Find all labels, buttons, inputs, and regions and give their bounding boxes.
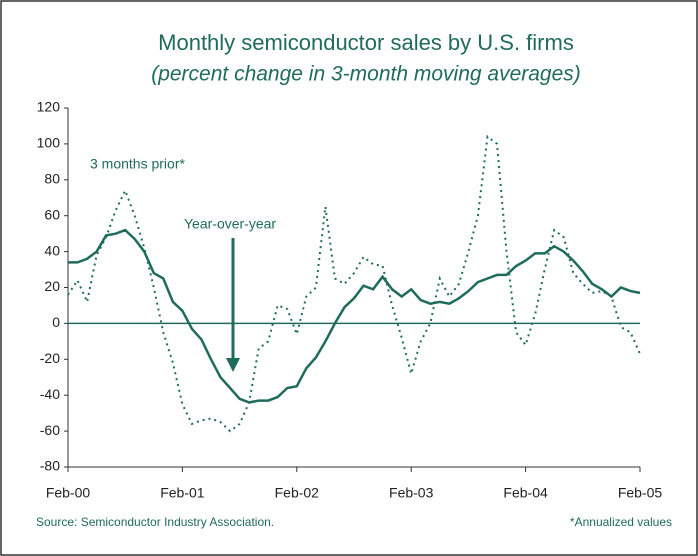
x-tick-label: Feb-01 (160, 485, 205, 501)
x-tick-label: Feb-02 (275, 485, 320, 501)
y-tick-label: 20 (44, 278, 60, 294)
y-tick-label: -40 (40, 386, 60, 402)
x-tick-label: Feb-04 (503, 485, 548, 501)
y-tick-label: 100 (37, 135, 61, 151)
x-tick-label: Feb-00 (46, 485, 91, 501)
x-tick-label: Feb-05 (618, 485, 663, 501)
y-tick-label: 120 (37, 99, 61, 115)
chart-title: Monthly semiconductor sales by U.S. firm… (158, 30, 574, 55)
y-tick-label: 40 (44, 242, 60, 258)
series-label: Year-over-year (184, 216, 276, 232)
y-tick-label: 80 (44, 171, 60, 187)
y-tick-label: -80 (40, 458, 60, 474)
y-tick-label: 60 (44, 206, 60, 222)
series-label: 3 months prior* (90, 156, 185, 172)
arrow-head (226, 358, 240, 372)
series-line (67, 134, 641, 433)
chart-subtitle: (percent change in 3-month moving averag… (151, 63, 581, 86)
y-tick-label: -60 (40, 422, 60, 438)
y-tick-label: 0 (52, 314, 60, 330)
source: Source: Semiconductor Industry Associati… (36, 515, 274, 529)
y-tick-label: -20 (40, 350, 60, 366)
series-line (68, 228, 641, 404)
note: *Annualized values (570, 515, 672, 529)
x-tick-label: Feb-03 (389, 485, 434, 501)
